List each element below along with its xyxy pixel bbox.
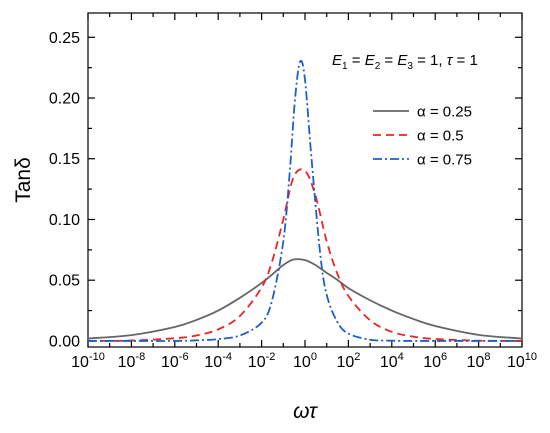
x-tick-label: 10-6	[161, 351, 189, 371]
x-tick-label: 10-2	[248, 351, 276, 371]
legend-label: α = 0.75	[417, 152, 472, 169]
plot-area	[87, 12, 523, 348]
legend: α = 0.25 α = 0.5 α = 0.75	[373, 104, 472, 169]
x-tick-label: 100	[293, 351, 317, 371]
y-tick-label: 0.20	[49, 91, 80, 108]
y-tick-label: 0.25	[49, 30, 80, 47]
series-line-3	[87, 59, 522, 342]
x-tick-label: 10-10	[71, 351, 105, 371]
x-tick-label: 10-4	[204, 351, 232, 371]
x-tick-label: 1010	[507, 351, 537, 371]
y-tick-label: 0.10	[49, 212, 80, 229]
y-tick-label: 0.15	[49, 151, 80, 168]
x-tick-label: 102	[336, 351, 360, 371]
series-line-1	[87, 258, 523, 340]
x-tick-label: 10-8	[118, 351, 146, 371]
x-tick-label: 106	[423, 351, 447, 371]
y-axis-title: Tanδ	[12, 157, 35, 203]
x-tick-label: 104	[380, 351, 404, 371]
y-tick-label: 0.05	[49, 273, 80, 290]
annotation: E1 = E2 = E3 = 1, τ = 1	[332, 52, 478, 72]
legend-label: α = 0.25	[417, 104, 472, 121]
tick-labels: 10-10 10-8 10-6 10-4 10-2 100 102 104 106 108 1010…	[49, 30, 537, 371]
series-layer	[87, 59, 523, 342]
x-axis-title: ωτ	[293, 400, 318, 423]
x-tick-label: 108	[467, 351, 491, 371]
y-tick-label: 0.00	[49, 333, 80, 350]
legend-label: α = 0.5	[417, 128, 464, 145]
